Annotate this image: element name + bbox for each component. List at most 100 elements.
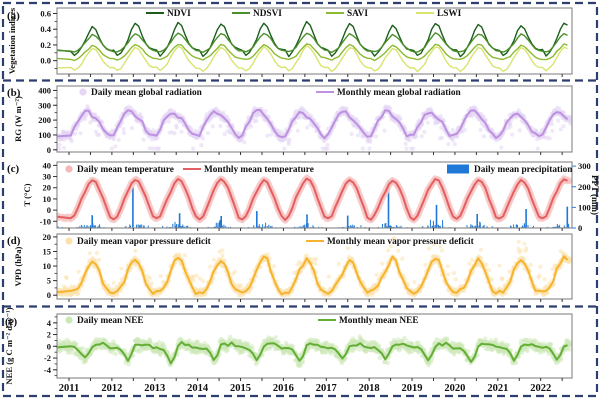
daily-point xyxy=(76,123,81,128)
y-tick-label: 30 xyxy=(43,172,52,182)
y-tick-label: 20 xyxy=(43,183,52,193)
daily-point xyxy=(562,110,567,115)
daily-point xyxy=(534,128,539,133)
daily-point xyxy=(286,141,291,146)
daily-point xyxy=(252,105,257,110)
panel-c-x-axis xyxy=(68,228,563,231)
precip-bar xyxy=(258,224,260,228)
panel-a-legend: NDVI NDSVI SAVI LSWI xyxy=(146,9,462,19)
precip-bar xyxy=(353,225,355,228)
precip-bar xyxy=(265,222,267,228)
precip-bar xyxy=(434,225,436,228)
precip-bar xyxy=(141,224,143,228)
daily-point xyxy=(325,142,330,147)
daily-point xyxy=(568,117,572,122)
daily-point xyxy=(558,127,563,132)
y-tick-label: 400 xyxy=(38,85,51,95)
daily-point xyxy=(308,256,313,261)
daily-point xyxy=(356,119,361,124)
precip-bar xyxy=(139,225,141,228)
daily-point xyxy=(232,269,237,274)
precip-event-bar xyxy=(132,187,134,228)
legend-circle-swatch xyxy=(79,88,87,96)
daily-point xyxy=(64,275,69,280)
daily-point xyxy=(423,262,428,267)
daily-point xyxy=(78,131,83,136)
precip-bar xyxy=(427,226,429,228)
precip-bar xyxy=(312,225,314,228)
precip-bar xyxy=(265,226,267,228)
daily-point xyxy=(414,134,419,139)
ppt-tick-label: 300 xyxy=(578,161,591,171)
precip-bar xyxy=(563,225,565,228)
precip-bar xyxy=(559,224,561,228)
daily-point xyxy=(425,120,430,125)
precip-bar xyxy=(524,224,525,228)
precip-bar xyxy=(174,221,176,228)
panel-b-plot-area xyxy=(57,104,572,151)
daily-point xyxy=(349,131,354,136)
daily-point xyxy=(315,121,320,126)
precip-bar xyxy=(57,226,59,228)
precip-bar xyxy=(299,226,301,228)
precip-bar xyxy=(398,226,400,228)
precip-bar xyxy=(479,222,481,228)
daily-point xyxy=(210,124,215,129)
daily-point xyxy=(93,258,98,263)
legend-label: NDSVI xyxy=(253,9,282,19)
daily-point xyxy=(404,146,409,151)
daily-point xyxy=(305,125,310,130)
daily-point xyxy=(62,145,67,150)
daily-point xyxy=(314,256,319,262)
precip-bar xyxy=(185,226,187,228)
daily-point xyxy=(392,236,397,241)
precip-bar xyxy=(533,225,534,228)
precip-bar xyxy=(439,226,441,228)
daily-point xyxy=(218,123,223,129)
daily-point xyxy=(57,142,62,147)
daily-point xyxy=(133,248,138,254)
precip-bar xyxy=(521,226,523,228)
precip-bar xyxy=(302,225,304,228)
y-tick-label: 200 xyxy=(38,115,51,125)
precip-bar xyxy=(385,223,387,228)
daily-point xyxy=(412,280,417,285)
daily-point xyxy=(295,128,300,133)
precip-bar xyxy=(94,225,96,228)
precip-bar xyxy=(137,224,139,228)
daily-point xyxy=(268,132,274,137)
daily-point xyxy=(221,110,226,115)
daily-point xyxy=(509,132,515,137)
y-tick-label: 100 xyxy=(38,130,51,140)
precip-bar xyxy=(396,226,398,228)
ppt-axis-title: PPT (mm) xyxy=(590,175,600,215)
daily-point xyxy=(156,146,161,151)
daily-point xyxy=(325,146,330,151)
precip-bar xyxy=(99,224,101,228)
daily-point xyxy=(197,276,203,281)
precip-bar xyxy=(214,226,216,228)
panel-c-plot-area xyxy=(57,174,572,228)
line-NDSVI xyxy=(57,32,568,54)
legend-label: NDVI xyxy=(167,9,191,19)
daily-point xyxy=(118,288,123,293)
precip-bar xyxy=(225,226,227,228)
panel-b-spines xyxy=(56,85,573,153)
daily-point xyxy=(445,264,450,269)
precip-bar xyxy=(307,223,309,228)
precip-bar xyxy=(221,226,223,228)
precip-bar xyxy=(382,224,383,228)
precip-bar xyxy=(130,225,131,228)
daily-point xyxy=(265,252,270,257)
daily-point xyxy=(508,124,513,129)
daily-point xyxy=(265,133,270,138)
daily-point xyxy=(451,271,456,276)
precip-bar xyxy=(384,223,386,228)
daily-point xyxy=(242,140,247,145)
daily-point xyxy=(208,264,213,269)
precip-event-bar xyxy=(476,214,478,228)
precip-bar xyxy=(348,226,350,228)
precip-bar xyxy=(162,225,164,228)
